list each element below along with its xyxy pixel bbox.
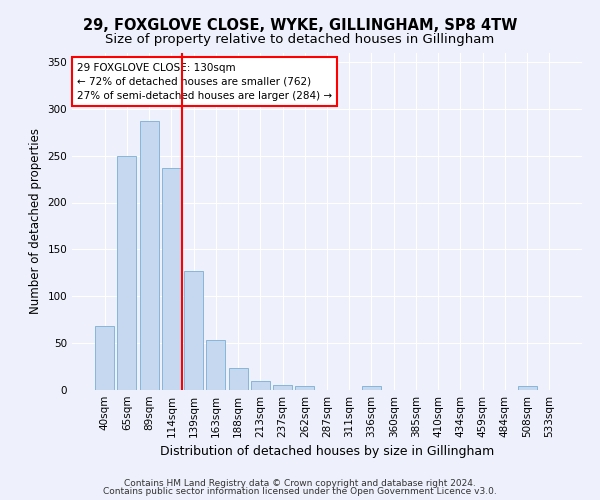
Bar [273,386,292,390]
Bar [295,386,314,390]
Text: 29, FOXGLOVE CLOSE, WYKE, GILLINGHAM, SP8 4TW: 29, FOXGLOVE CLOSE, WYKE, GILLINGHAM, SP… [83,18,517,32]
Bar [362,386,381,390]
X-axis label: Distribution of detached houses by size in Gillingham: Distribution of detached houses by size … [160,446,494,458]
Bar [140,121,158,390]
Bar [162,168,181,390]
Y-axis label: Number of detached properties: Number of detached properties [29,128,42,314]
Bar [229,368,248,390]
Bar [206,340,225,390]
Bar [251,380,270,390]
Text: Size of property relative to detached houses in Gillingham: Size of property relative to detached ho… [106,32,494,46]
Bar [118,156,136,390]
Text: Contains public sector information licensed under the Open Government Licence v3: Contains public sector information licen… [103,487,497,496]
Text: 29 FOXGLOVE CLOSE: 130sqm
← 72% of detached houses are smaller (762)
27% of semi: 29 FOXGLOVE CLOSE: 130sqm ← 72% of detac… [77,62,332,100]
Bar [518,386,536,390]
Text: Contains HM Land Registry data © Crown copyright and database right 2024.: Contains HM Land Registry data © Crown c… [124,478,476,488]
Bar [95,326,114,390]
Bar [184,271,203,390]
